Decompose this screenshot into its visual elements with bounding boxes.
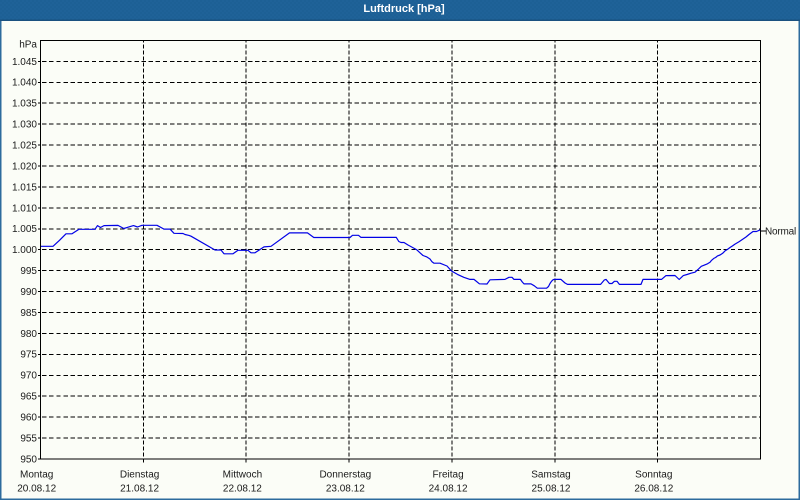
svg-text:1.010: 1.010	[12, 203, 37, 214]
svg-text:1.005: 1.005	[12, 224, 37, 235]
svg-text:hPa: hPa	[19, 40, 37, 51]
svg-text:26.08.12: 26.08.12	[634, 484, 673, 495]
svg-text:975: 975	[20, 350, 37, 361]
svg-text:1.030: 1.030	[12, 120, 37, 131]
svg-text:970: 970	[20, 371, 37, 382]
svg-text:Sonntag: Sonntag	[635, 470, 672, 481]
svg-text:1.045: 1.045	[12, 57, 37, 68]
svg-text:980: 980	[20, 329, 37, 340]
svg-text:950: 950	[20, 454, 37, 465]
svg-text:1.025: 1.025	[12, 141, 37, 152]
svg-text:1.000: 1.000	[12, 245, 37, 256]
svg-text:1.035: 1.035	[12, 99, 37, 110]
svg-text:Freitag: Freitag	[433, 470, 464, 481]
svg-text:25.08.12: 25.08.12	[532, 484, 571, 495]
svg-text:1.020: 1.020	[12, 161, 37, 172]
svg-text:990: 990	[20, 287, 37, 298]
svg-text:23.08.12: 23.08.12	[326, 484, 365, 495]
svg-text:955: 955	[20, 433, 37, 444]
svg-text:995: 995	[20, 266, 37, 277]
svg-text:960: 960	[20, 413, 37, 424]
svg-text:1.015: 1.015	[12, 182, 37, 193]
svg-text:1.040: 1.040	[12, 78, 37, 89]
svg-text:Dienstag: Dienstag	[120, 470, 159, 481]
svg-text:24.08.12: 24.08.12	[429, 484, 468, 495]
svg-text:Montag: Montag	[20, 470, 53, 481]
svg-text:21.08.12: 21.08.12	[120, 484, 159, 495]
svg-text:20.08.12: 20.08.12	[17, 484, 56, 495]
svg-text:Normal: Normal	[765, 227, 796, 238]
svg-text:985: 985	[20, 308, 37, 319]
svg-text:Donnerstag: Donnerstag	[319, 470, 371, 481]
svg-text:965: 965	[20, 392, 37, 403]
svg-text:Luftdruck [hPa]: Luftdruck [hPa]	[363, 3, 445, 15]
svg-text:Samstag: Samstag	[531, 470, 570, 481]
svg-text:Mittwoch: Mittwoch	[223, 470, 262, 481]
svg-text:22.08.12: 22.08.12	[223, 484, 262, 495]
